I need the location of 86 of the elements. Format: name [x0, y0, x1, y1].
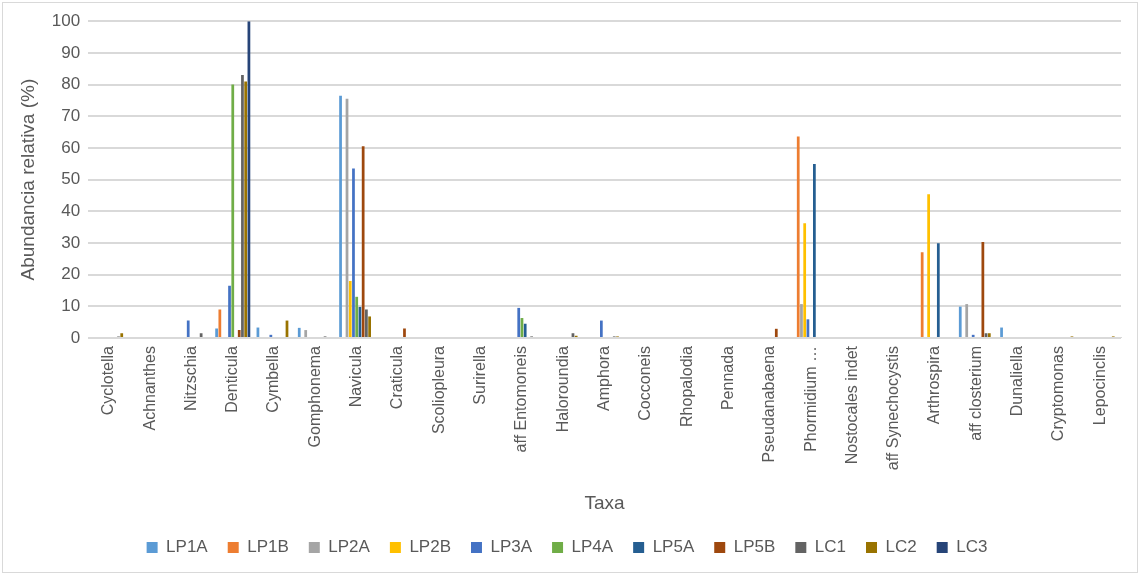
legend-label: LP2B [409, 537, 451, 557]
x-tick-label: Nostocales indet [842, 345, 860, 465]
bar [241, 75, 244, 337]
y-tick-label: 10 [61, 296, 81, 315]
x-tick-label: Craticula [388, 345, 406, 410]
y-tick-label: 30 [61, 232, 81, 252]
y-tick-label: 60 [61, 137, 81, 157]
bar [920, 252, 924, 337]
y-tick-label: 70 [61, 105, 81, 125]
bar [348, 280, 352, 337]
x-tick-label: Pseudanabaena [760, 345, 778, 463]
x-tick-label: Cyclotella [99, 345, 117, 416]
x-tick-label: aff Entomoneis [512, 345, 530, 453]
x-tick-label: Arthrospira [925, 345, 943, 425]
x-tick-label: Rhopalodia [677, 345, 695, 427]
x-tick-label: Cymbella [264, 345, 282, 413]
bar [186, 320, 190, 337]
x-axis-title: Taxa [584, 491, 626, 513]
x-tick-label: Cryptomonas [1049, 345, 1067, 442]
bar [958, 306, 962, 337]
x-tick-label: Gomphonema [305, 345, 323, 448]
bar [237, 330, 241, 337]
bar [965, 304, 969, 337]
y-tick-label: 0 [70, 327, 81, 347]
bar [215, 328, 218, 337]
x-tick-label: Haloroundia [553, 345, 571, 433]
legend-label: LC3 [956, 537, 988, 557]
x-tick-label: Pennada [718, 345, 736, 411]
x-tick-label: Denticula [223, 345, 241, 413]
bar [304, 330, 308, 337]
bar [523, 323, 527, 337]
bar [228, 285, 231, 337]
legend-label: LP5A [652, 537, 695, 557]
legend-label: LP4A [571, 537, 614, 557]
bar [218, 309, 222, 337]
bar [403, 328, 406, 337]
y-tick-label: 20 [61, 264, 81, 284]
bar [1000, 327, 1003, 337]
x-tick-label: aff closterium [966, 345, 984, 441]
bar [813, 164, 816, 337]
y-tick-label: 100 [51, 10, 81, 30]
bar [936, 243, 940, 337]
legend-label: LP1B [247, 537, 289, 557]
bar [803, 223, 807, 337]
bar [269, 334, 273, 337]
bar [361, 146, 365, 337]
legend-label: LP5B [733, 537, 776, 557]
legend-label: LP3A [490, 537, 533, 557]
bar [199, 333, 203, 337]
x-tick-label: aff Synechocystis [884, 345, 902, 471]
x-tick-label: Dunaliella [1008, 345, 1026, 417]
bar [355, 296, 359, 337]
bar [120, 333, 124, 337]
x-tick-label: Cocconeis [636, 345, 654, 421]
bar [231, 84, 235, 337]
bar [339, 95, 342, 337]
y-tick-label: 40 [61, 200, 81, 220]
bar [927, 194, 930, 337]
x-tick-label: Lepocinclis [1090, 345, 1108, 426]
legend-label: LC2 [885, 537, 917, 557]
x-tick-label: Navicula [347, 345, 365, 408]
bar [365, 309, 368, 337]
bar [297, 327, 301, 337]
bar [971, 334, 975, 337]
x-tick-label: Achnanthes [140, 345, 158, 431]
x-tick-label: Nitzschia [181, 345, 199, 411]
bar [796, 136, 800, 337]
bar [368, 316, 371, 337]
y-tick-label: 50 [61, 169, 81, 189]
y-tick-label: 90 [61, 42, 81, 62]
legend-label: LP1A [166, 537, 209, 557]
bar [774, 328, 778, 337]
bar [981, 242, 985, 337]
bar [352, 168, 355, 337]
bar [517, 307, 521, 337]
x-tick-label: Scoliopleura [429, 345, 447, 435]
y-tick-label: 80 [61, 74, 81, 94]
legend-label: LP2A [328, 537, 371, 557]
bar [800, 304, 803, 337]
bar [599, 320, 603, 337]
x-tick-label: Surirella [471, 345, 489, 405]
x-tick-label: Phormidium … [801, 345, 819, 452]
legend-label: LC1 [814, 537, 847, 557]
bar [244, 81, 248, 337]
y-axis-title: Abundancia relativa (%) [16, 78, 38, 281]
x-tick-label: Amphora [594, 345, 612, 411]
